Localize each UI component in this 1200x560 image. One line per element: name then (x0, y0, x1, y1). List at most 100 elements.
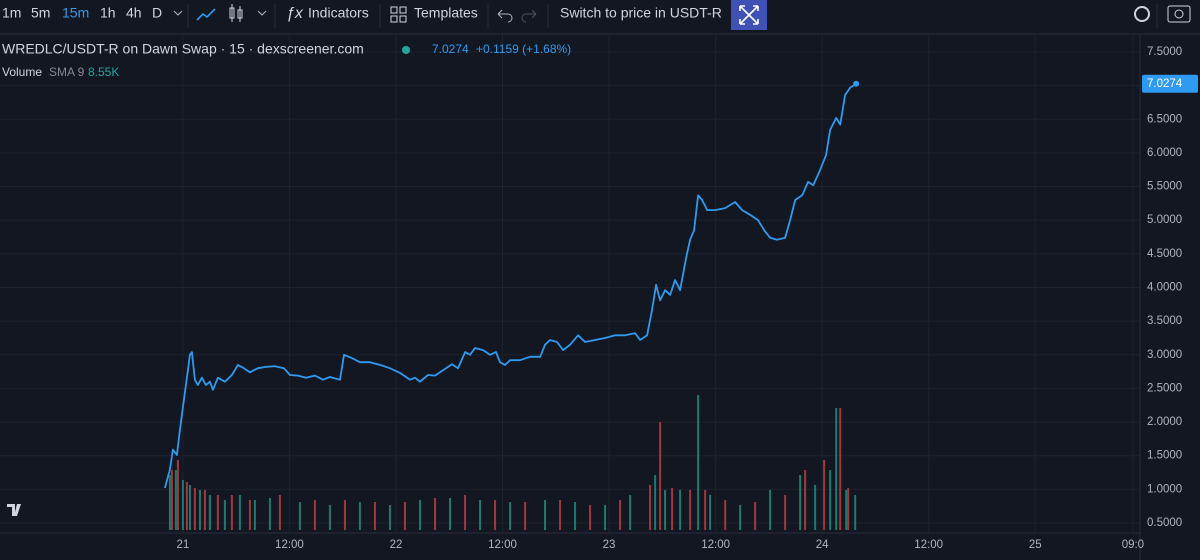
volume-bar (649, 485, 652, 530)
last-price-box (1142, 74, 1198, 93)
volume-bar (619, 500, 622, 530)
volume-bar (168, 475, 171, 530)
plot (164, 80, 860, 530)
volume-bar (170, 470, 173, 530)
volume-bar (449, 498, 452, 530)
volume-bar (253, 500, 256, 530)
volume-bar (479, 500, 482, 530)
interval-button[interactable]: 1m (2, 5, 21, 21)
y-tick-label: 5.5000 (1147, 181, 1182, 193)
volume-bar (629, 495, 632, 530)
volume-bar (419, 500, 422, 530)
y-tick-label: 2.5000 (1147, 382, 1182, 394)
indicators-icon[interactable]: ƒx (286, 5, 304, 22)
candle-icon[interactable] (229, 4, 243, 22)
volume-bar (185, 482, 188, 530)
volume-bar (697, 395, 700, 530)
volume-bar (664, 490, 667, 530)
volume-bar (464, 495, 467, 530)
volume-bar (823, 460, 826, 530)
last-price: 7.0274 (432, 42, 469, 56)
legend: WREDLC/USDT-R on Dawn Swap · 15 · dexscr… (2, 41, 571, 79)
volume-bar (298, 502, 301, 530)
volume-bar (223, 500, 226, 530)
settings-button[interactable] (1134, 6, 1150, 22)
volume-bar (176, 460, 179, 530)
volume-bar (724, 500, 727, 530)
symbol-title: WREDLC/USDT-R on Dawn Swap · 15 · dexscr… (2, 41, 364, 57)
y-tick-label: 7.5000 (1147, 46, 1182, 58)
switch-price-button[interactable]: Switch to price in USDT-R (560, 5, 722, 21)
volume-bar (784, 495, 787, 530)
volume-bar (343, 500, 346, 530)
interval-button[interactable]: 4h (126, 5, 142, 21)
interval-button[interactable]: D (152, 5, 162, 21)
y-tick-label: 4.0000 (1147, 282, 1182, 294)
toolbar: 1m 5m 15m 1h 4h D ƒx Indicators Template… (0, 0, 1200, 35)
snapshot-button[interactable] (1167, 5, 1191, 23)
last-point (853, 80, 860, 87)
volume-bar (313, 500, 316, 530)
redo-button[interactable] (521, 9, 537, 23)
volume-bar (544, 500, 547, 530)
x-tick-label: 12:00 (275, 539, 304, 551)
volume-bar (804, 470, 807, 530)
volume-bar (659, 422, 662, 530)
volume-bar (494, 500, 497, 530)
y-tick-label: 2.0000 (1147, 416, 1182, 428)
templates-icon[interactable] (390, 6, 407, 23)
volume-bar (847, 488, 850, 530)
undo-button[interactable] (497, 9, 513, 23)
dropdown-arrow[interactable] (257, 10, 267, 16)
volume-bar (434, 498, 437, 530)
x-tick-label: 21 (176, 539, 189, 551)
x-tick-label: 24 (816, 539, 829, 551)
snapshot-lens (1174, 9, 1184, 19)
y-tick-label: 1.5000 (1147, 450, 1182, 462)
y-tick-label: 3.0000 (1147, 349, 1182, 361)
volume-bar (509, 502, 512, 530)
volume-bar (589, 505, 592, 530)
volume-bar (524, 502, 527, 530)
logo (4, 500, 30, 520)
interval-button[interactable]: 1h (100, 5, 116, 21)
y-tick-label: 6.5000 (1147, 113, 1182, 125)
x-tick-label: 12:00 (488, 539, 517, 551)
y-tick-label: 6.0000 (1147, 147, 1182, 159)
interval-button[interactable]: 5m (31, 5, 50, 21)
volume-bar (839, 408, 842, 530)
volume-bar (188, 485, 191, 530)
volume-bar (248, 500, 251, 530)
dropdown-arrow[interactable] (173, 10, 183, 16)
x-tick-label: 09:0 (1122, 539, 1144, 551)
volume-bar (799, 475, 802, 530)
price-change: +0.1159 (+1.68%) (476, 42, 571, 56)
status-dot (402, 46, 410, 54)
volume-bar (829, 470, 832, 530)
volume-bar (278, 495, 281, 530)
volume-label: Volume (2, 65, 42, 79)
volume-bar (403, 502, 406, 530)
volume-bar (358, 502, 361, 530)
x-tick-label: 22 (390, 539, 403, 551)
line-chart-icon[interactable] (196, 8, 216, 21)
volume-bar (328, 505, 331, 530)
volume-bar (709, 495, 712, 530)
volume-bar (845, 490, 848, 530)
volume-bar (203, 490, 206, 530)
templates-button[interactable]: Templates (414, 5, 478, 21)
volume-bar (739, 505, 742, 530)
indicators-button[interactable]: Indicators (308, 5, 369, 21)
volume-bar (238, 495, 241, 530)
volume-bar (174, 470, 177, 530)
volume-bar (814, 485, 817, 530)
volume-bar (373, 502, 376, 530)
grid (0, 35, 1140, 533)
x-tick-label: 12:00 (914, 539, 943, 551)
volume-bar (679, 490, 682, 530)
interval-button[interactable]: 15m (62, 5, 89, 21)
volume-bar (654, 475, 657, 530)
